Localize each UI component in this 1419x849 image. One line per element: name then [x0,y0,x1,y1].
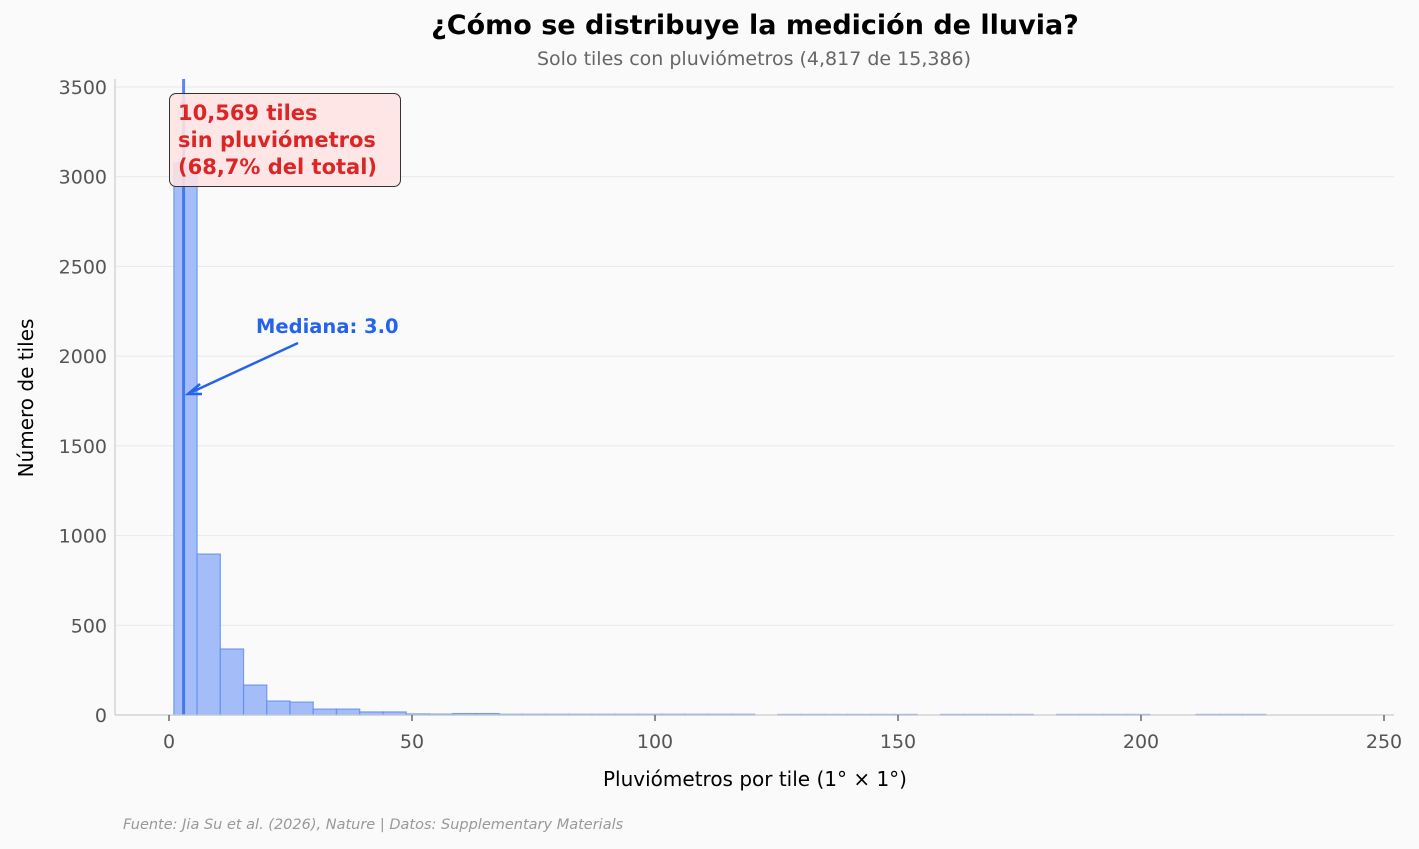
y-tick-label: 1500 [59,436,107,458]
y-tick-label: 0 [95,705,107,727]
x-tick-label: 100 [637,731,673,753]
x-tick-label: 200 [1123,731,1159,753]
x-tick-label: 250 [1366,731,1402,753]
x-axis-label: Pluviómetros por tile (1° × 1°) [603,767,907,791]
arrow-head-icon [184,383,202,396]
y-tick-label: 1000 [59,526,107,548]
x-tick-label: 0 [163,731,175,753]
y-axis-label: Número de tiles [14,319,38,478]
histogram-bar [242,684,268,716]
histogram-bar [335,708,361,716]
median-label: Mediana: 3.0 [256,315,399,338]
y-tick-label: 2500 [59,256,107,278]
histogram-bar [266,700,291,716]
histogram-bar [196,553,221,716]
histogram-bar [219,648,245,716]
median-arrow [191,341,299,394]
no-gauge-annotation-text: 10,569 tiles sin pluviómetros (68,7% del… [178,101,378,179]
y-tick-label: 3000 [59,167,107,189]
source-footer: Fuente: Jia Su et al. (2026), Nature | D… [123,817,624,833]
histogram-bar [289,701,314,716]
no-gauge-annotation-box [169,93,401,187]
histogram-bar [173,162,198,716]
chart-subtitle: Solo tiles con pluviómetros (4,817 de 15… [536,48,972,70]
y-tick-label: 3500 [59,77,107,99]
histogram-bar [312,708,338,716]
y-tick-label: 500 [71,615,107,637]
x-tick-label: 150 [880,731,916,753]
y-tick-label: 2000 [59,346,107,368]
x-tick-label: 50 [400,731,424,753]
histogram-bars [173,162,1267,716]
chart-title: ¿Cómo se distribuye la medición de lluvi… [431,10,1079,41]
